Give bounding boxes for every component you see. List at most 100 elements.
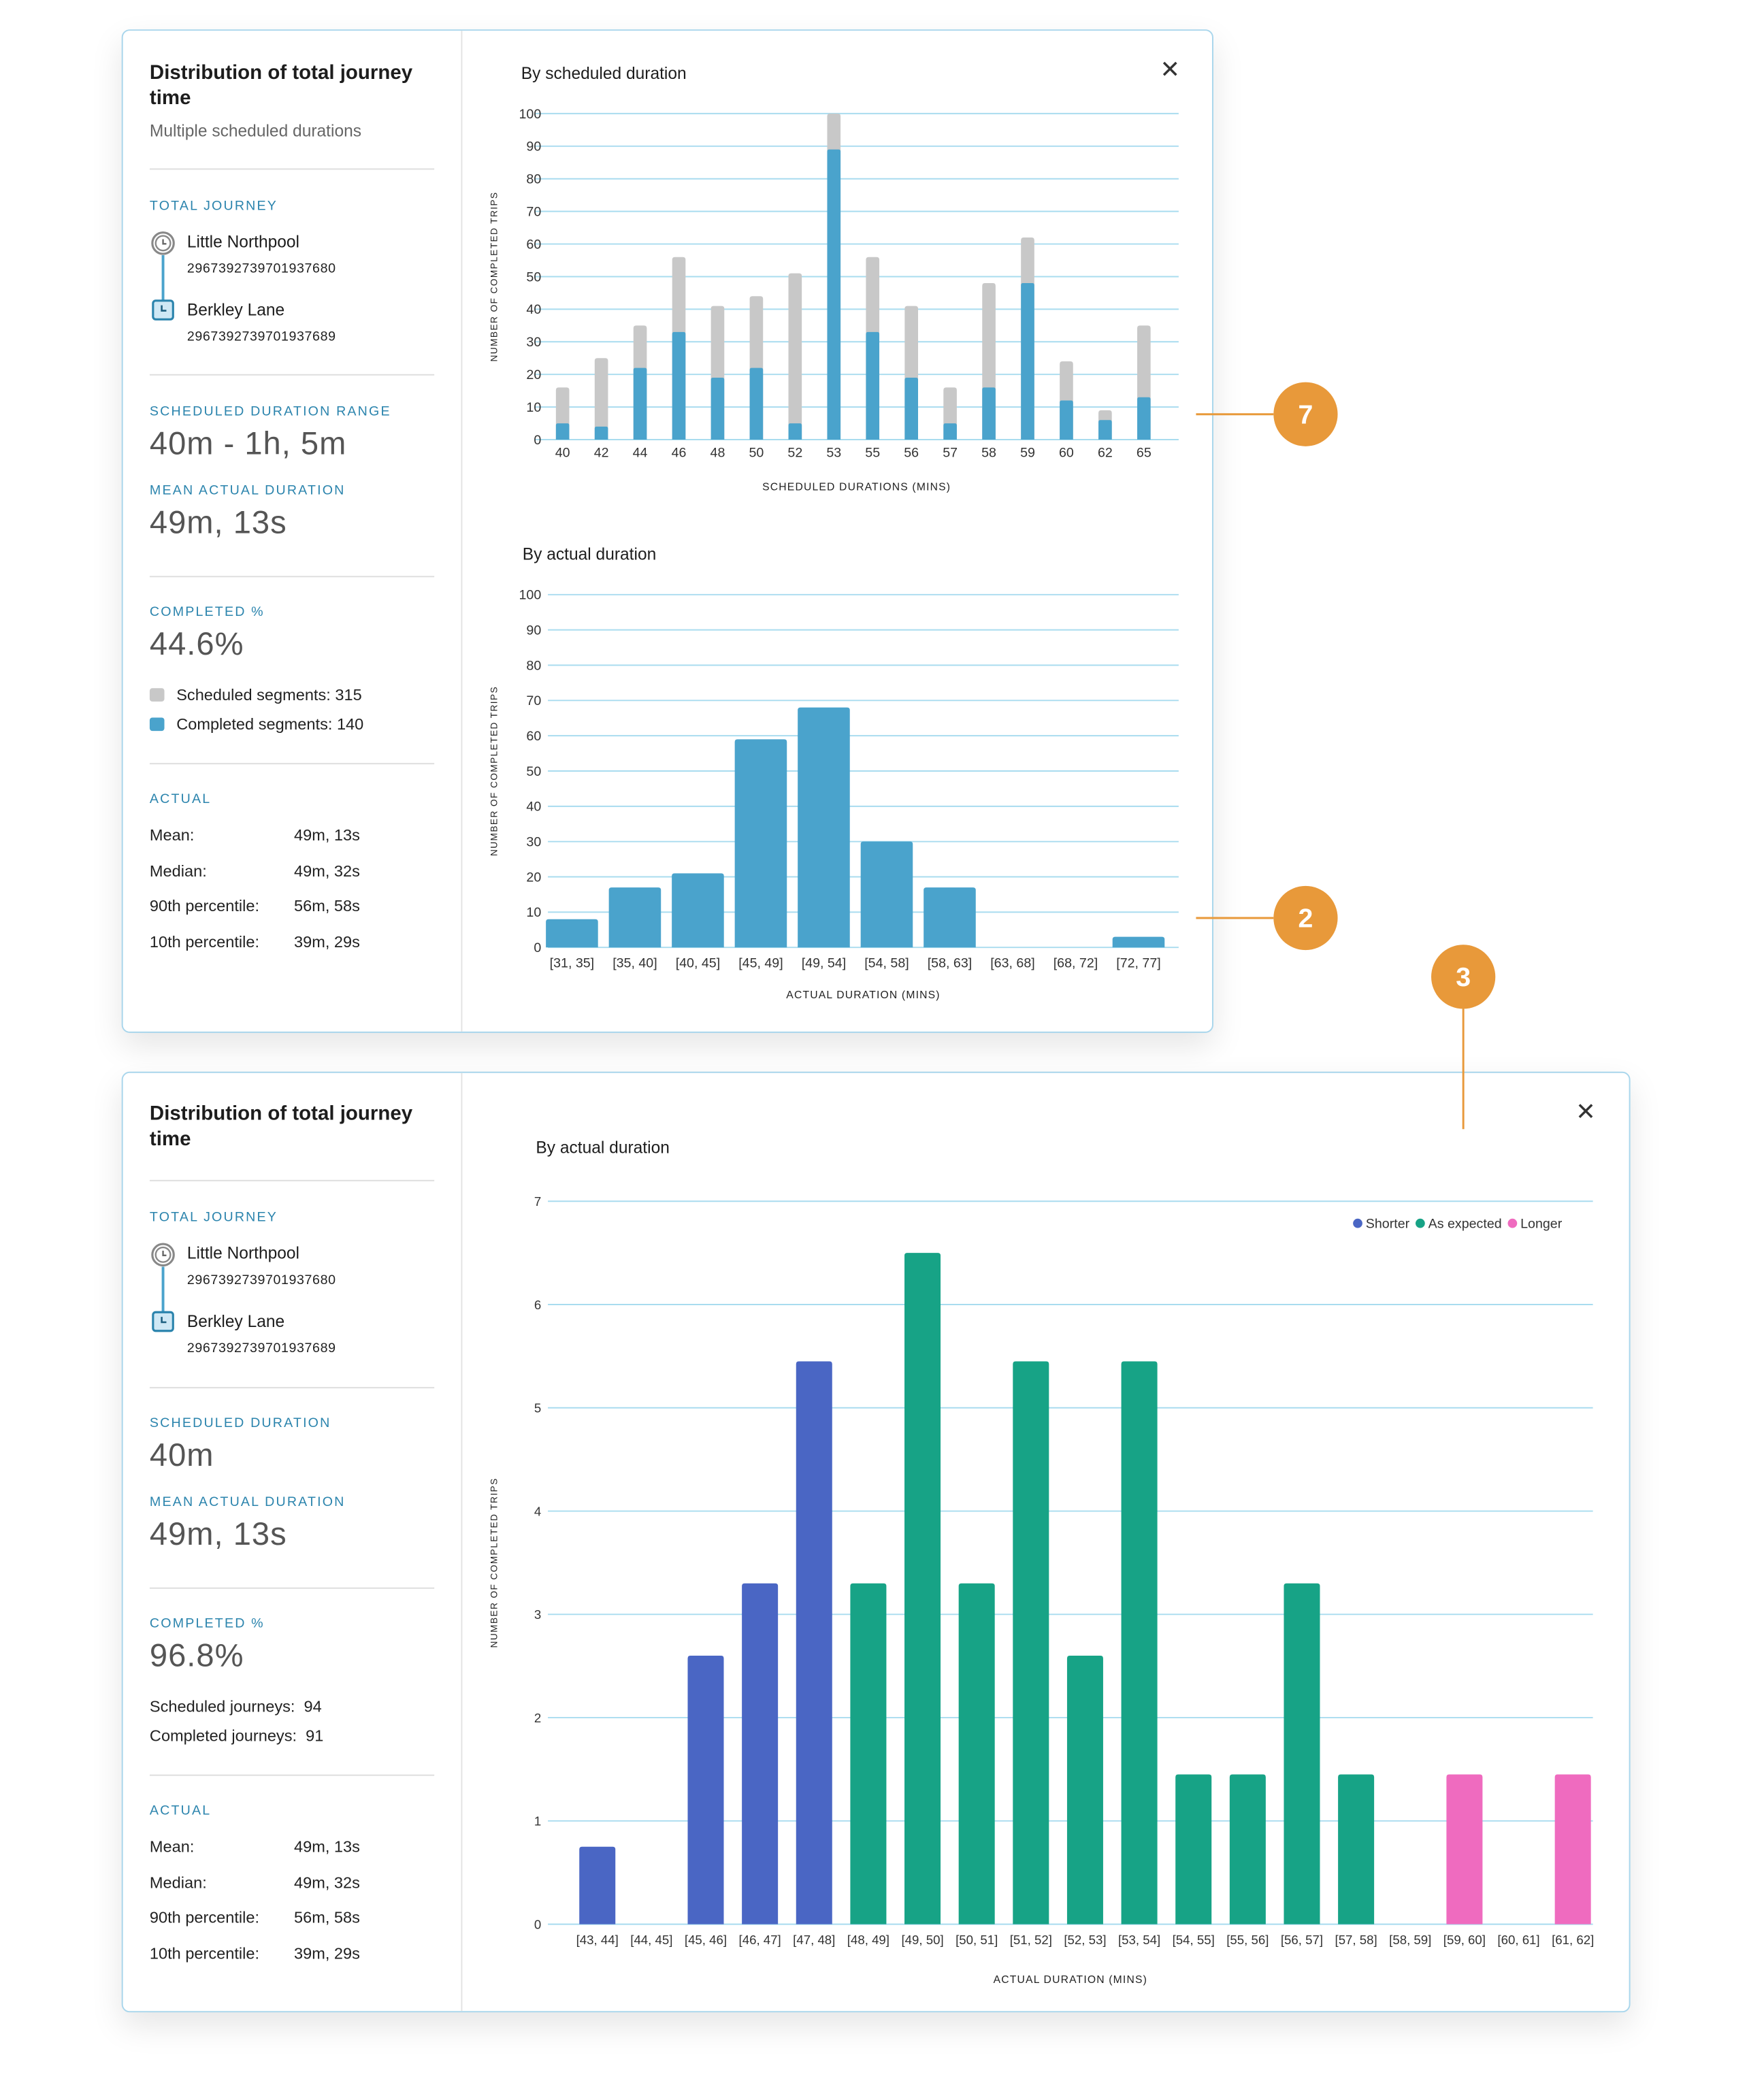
- origin-stop-name[interactable]: Little Northpool: [186, 232, 299, 252]
- bar-completed: [672, 331, 686, 440]
- summary-panel: Distribution of total journey time TOTAL…: [123, 1072, 463, 2012]
- y-tick-label: 30: [526, 335, 541, 350]
- legend-item: As expected: [1428, 1217, 1502, 1232]
- y-axis-label: NUMBER OF COMPLETED TRIPS: [489, 686, 499, 856]
- bar-completed: [710, 377, 725, 440]
- stat-value: 49m, 13s: [293, 1837, 360, 1856]
- bar-completed: [1098, 420, 1112, 440]
- scheduled-duration-range-label: SCHEDULED DURATION RANGE: [149, 404, 391, 420]
- x-tick-label: [61, 62]: [1552, 1933, 1594, 1947]
- divider: [149, 576, 435, 578]
- x-tick-label: 62: [1098, 446, 1113, 461]
- y-tick-label: 90: [526, 623, 541, 638]
- x-tick-label: 48: [710, 446, 725, 461]
- clock-icon: [151, 231, 175, 321]
- bar: [958, 1583, 995, 1924]
- x-tick-label: [55, 56]: [1226, 1933, 1269, 1947]
- mean-actual-duration-label: MEAN ACTUAL DURATION: [149, 483, 346, 499]
- x-tick-label: [35, 40]: [612, 956, 657, 971]
- close-icon[interactable]: ✕: [1575, 1098, 1596, 1126]
- scheduled-legend-swatch: [149, 688, 165, 702]
- y-tick-label: 4: [534, 1504, 541, 1518]
- origin-stop-name[interactable]: Little Northpool: [186, 1244, 299, 1263]
- completed-percent-value: 96.8%: [149, 1638, 244, 1675]
- x-tick-label: [59, 60]: [1443, 1933, 1486, 1947]
- stat-value: 56m, 58s: [293, 896, 360, 916]
- legend-marker: [1507, 1218, 1518, 1228]
- annotation-badge: [1431, 945, 1496, 1009]
- stat-value: 56m, 58s: [293, 1908, 360, 1927]
- x-tick-label: [49, 54]: [802, 956, 846, 971]
- x-tick-label: [68, 72]: [1054, 956, 1098, 971]
- y-axis-label: NUMBER OF COMPLETED TRIPS: [489, 191, 499, 361]
- bar: [1013, 1361, 1049, 1924]
- x-tick-label: [44, 45]: [630, 1933, 672, 1947]
- x-tick-label: [60, 61]: [1497, 1933, 1539, 1947]
- x-tick-label: [31, 35]: [550, 956, 594, 971]
- x-tick-label: 40: [555, 446, 570, 461]
- mean-actual-duration-label: MEAN ACTUAL DURATION: [149, 1495, 346, 1510]
- annotation-number: 7: [1298, 399, 1313, 429]
- actual-chart-title: By actual duration: [536, 1138, 670, 1158]
- card-title: Distribution of total journey time: [149, 61, 413, 110]
- x-tick-label: 46: [672, 446, 687, 461]
- x-tick-label: [40, 45]: [676, 956, 720, 971]
- bar-completed: [749, 367, 764, 440]
- destination-stop-name[interactable]: Berkley Lane: [186, 300, 285, 320]
- x-tick-label: [48, 49]: [847, 1933, 889, 1947]
- bar: [1284, 1583, 1320, 1924]
- y-tick-label: 80: [526, 172, 541, 187]
- bar: [798, 707, 850, 948]
- total-journey-label: TOTAL JOURNEY: [149, 1211, 278, 1226]
- bar-completed: [904, 377, 918, 440]
- stat-label: Mean:: [149, 1837, 195, 1856]
- stat-value: 49m, 13s: [293, 825, 360, 845]
- x-tick-label: 55: [865, 446, 880, 461]
- x-tick-label: [51, 52]: [1010, 1933, 1052, 1947]
- bar: [1175, 1774, 1212, 1924]
- destination-stop-name[interactable]: Berkley Lane: [186, 1312, 285, 1331]
- destination-stop-id: 2967392739701937689: [186, 330, 336, 345]
- completed-segments-legend: Completed segments: 140: [176, 715, 364, 734]
- stat-value: 49m, 32s: [293, 1872, 360, 1892]
- bar-scheduled: [594, 358, 608, 440]
- stat-label: Median:: [149, 1872, 207, 1892]
- x-tick-label: 50: [749, 446, 764, 461]
- bar: [1554, 1774, 1591, 1924]
- bar-completed: [866, 331, 880, 440]
- stat-label: 90th percentile:: [149, 1908, 260, 1927]
- y-tick-label: 3: [534, 1607, 541, 1622]
- y-tick-label: 10: [526, 400, 541, 415]
- bar: [672, 873, 724, 948]
- divider: [149, 1587, 435, 1589]
- x-tick-label: 59: [1020, 446, 1035, 461]
- close-icon[interactable]: ✕: [1160, 56, 1181, 83]
- bar: [850, 1583, 887, 1924]
- bar: [687, 1656, 724, 1924]
- bar: [579, 1846, 616, 1924]
- scheduled-duration-label: SCHEDULED DURATION: [149, 1416, 331, 1432]
- y-tick-label: 60: [526, 237, 541, 252]
- destination-stop-id: 2967392739701937689: [186, 1341, 336, 1357]
- bar: [742, 1583, 779, 1924]
- y-tick-label: 0: [534, 940, 541, 955]
- bar-completed: [943, 423, 957, 440]
- origin-stop-id: 2967392739701937680: [186, 1273, 336, 1288]
- y-tick-label: 6: [534, 1298, 541, 1312]
- stat-label: 90th percentile:: [149, 896, 260, 916]
- x-tick-label: 57: [943, 446, 958, 461]
- x-tick-label: [63, 68]: [990, 956, 1034, 971]
- bar-completed: [633, 367, 647, 440]
- card-title: Distribution of total journey time: [149, 1102, 413, 1151]
- annotation-badge: [1273, 885, 1338, 951]
- y-axis-label: NUMBER OF COMPLETED TRIPS: [489, 1477, 499, 1648]
- x-tick-label: [54, 55]: [1173, 1933, 1215, 1947]
- bar: [796, 1361, 832, 1924]
- y-tick-label: 70: [526, 693, 541, 708]
- y-tick-label: 100: [519, 107, 542, 122]
- x-tick-label: [49, 50]: [901, 1933, 943, 1947]
- bar: [608, 887, 662, 948]
- bar-completed: [1021, 283, 1034, 440]
